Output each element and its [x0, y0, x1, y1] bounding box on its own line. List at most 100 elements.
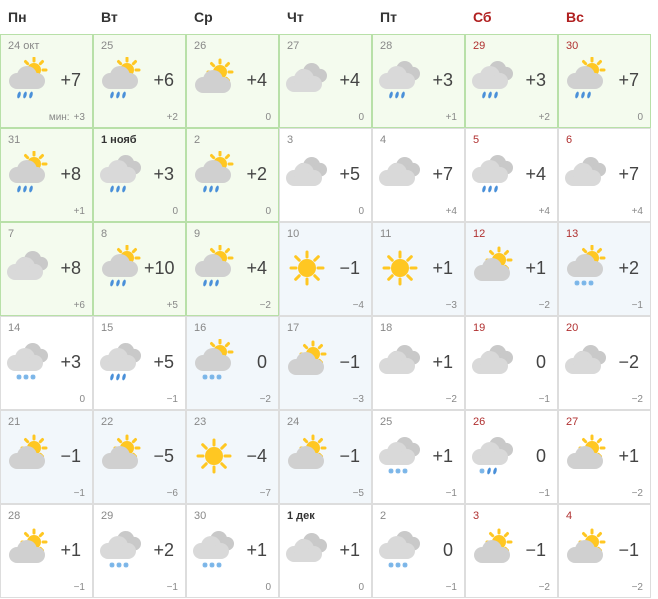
weather-icon — [191, 433, 237, 479]
day-cell[interactable]: 14 +30 — [0, 316, 93, 410]
day-cell[interactable]: 6 +7+4 — [558, 128, 651, 222]
date-label: 9 — [187, 223, 278, 243]
date-label: 13 — [559, 223, 650, 243]
day-mid-row: +7 — [373, 149, 464, 199]
day-cell[interactable]: 30 +10 — [186, 504, 279, 598]
day-cell[interactable]: 19 0−1 — [465, 316, 558, 410]
low-temp-row: −3 — [373, 300, 464, 315]
date-label: 23 — [187, 411, 278, 431]
day-cell[interactable]: 3 −1−2 — [465, 504, 558, 598]
day-cell[interactable]: 28 +1−1 — [0, 504, 93, 598]
low-temp: −1 — [446, 582, 457, 593]
low-temp: −3 — [446, 300, 457, 311]
high-temp: +2 — [246, 164, 274, 185]
weather-sun-icon — [191, 433, 237, 479]
high-temp: +10 — [144, 258, 182, 279]
high-temp: +3 — [60, 352, 88, 373]
day-cell[interactable]: 12 +1−2 — [465, 222, 558, 316]
low-temp: −1 — [539, 488, 550, 499]
high-temp: +4 — [246, 258, 274, 279]
day-cell[interactable]: 24 окт +7мин:+3 — [0, 34, 93, 128]
day-cell[interactable]: 5 +4+4 — [465, 128, 558, 222]
day-cell[interactable]: 3 +50 — [279, 128, 372, 222]
weather-clouds-icon — [284, 151, 330, 197]
high-temp: −2 — [618, 352, 646, 373]
weather-clouds_rain-icon — [98, 151, 144, 197]
day-cell[interactable]: 21 −1−1 — [0, 410, 93, 504]
low-temp: −1 — [167, 582, 178, 593]
day-cell[interactable]: 16 0−2 — [186, 316, 279, 410]
high-temp: +4 — [525, 164, 553, 185]
day-cell[interactable]: 10−1−4 — [279, 222, 372, 316]
low-temp-row: 0 — [280, 206, 371, 221]
day-cell[interactable]: 7 +8+6 — [0, 222, 93, 316]
weekday-header: Вс — [558, 0, 651, 34]
weather-sun_cloud-icon — [470, 245, 516, 291]
weather-sun-icon — [284, 245, 330, 291]
day-cell[interactable]: 1 нояб +30 — [93, 128, 186, 222]
date-label: 3 — [466, 505, 557, 525]
day-cell[interactable]: 2 0−1 — [372, 504, 465, 598]
date-label: 29 — [94, 505, 185, 525]
weather-icon — [563, 245, 609, 291]
low-temp: −2 — [632, 582, 643, 593]
weather-sun_cloud-icon — [563, 433, 609, 479]
low-temp: +2 — [539, 112, 550, 123]
high-temp: +5 — [339, 164, 367, 185]
date-label: 26 — [466, 411, 557, 431]
day-mid-row: 0 — [466, 431, 557, 481]
day-mid-row: +1 — [373, 243, 464, 293]
day-cell[interactable]: 4 −1−2 — [558, 504, 651, 598]
day-cell[interactable]: 8 +10+5 — [93, 222, 186, 316]
day-cell[interactable]: 29 +2−1 — [93, 504, 186, 598]
high-temp: 0 — [536, 352, 553, 373]
weather-clouds-icon — [284, 527, 330, 573]
day-cell[interactable]: 27 +1−2 — [558, 410, 651, 504]
low-temp-row: 0 — [94, 206, 185, 221]
date-label: 27 — [559, 411, 650, 431]
day-cell[interactable]: 28 +3+1 — [372, 34, 465, 128]
day-cell[interactable]: 24 −1−5 — [279, 410, 372, 504]
day-cell[interactable]: 15 +5−1 — [93, 316, 186, 410]
low-temp: +4 — [539, 206, 550, 217]
day-cell[interactable]: 20 −2−2 — [558, 316, 651, 410]
date-label: 18 — [373, 317, 464, 337]
high-temp: +8 — [60, 164, 88, 185]
weather-icon — [98, 339, 144, 385]
day-cell[interactable]: 23−4−7 — [186, 410, 279, 504]
low-temp-row: −1 — [466, 488, 557, 503]
high-temp: 0 — [257, 352, 274, 373]
day-cell[interactable]: 1 дек +10 — [279, 504, 372, 598]
low-temp: −6 — [167, 488, 178, 499]
weather-icon — [470, 57, 516, 103]
day-cell[interactable]: 26 0 −1 — [465, 410, 558, 504]
weather-clouds-icon — [377, 339, 423, 385]
day-cell[interactable]: 27 +40 — [279, 34, 372, 128]
calendar-row: 21 −1−122 −5−623−4−724 −1−525 +1−126 — [0, 410, 658, 504]
high-temp: +1 — [246, 540, 274, 561]
high-temp: +1 — [339, 540, 367, 561]
day-cell[interactable]: 13 +2−1 — [558, 222, 651, 316]
day-cell[interactable]: 25 +1−1 — [372, 410, 465, 504]
high-temp: 0 — [536, 446, 553, 467]
day-cell[interactable]: 22 −5−6 — [93, 410, 186, 504]
low-temp-row: −1 — [559, 300, 650, 315]
day-cell[interactable]: 30 +70 — [558, 34, 651, 128]
date-label: 1 дек — [280, 505, 371, 525]
day-cell[interactable]: 11+1−3 — [372, 222, 465, 316]
low-temp-row: +4 — [466, 206, 557, 221]
date-label: 29 — [466, 35, 557, 55]
day-cell[interactable]: 17 −1−3 — [279, 316, 372, 410]
day-cell[interactable]: 9 +4−2 — [186, 222, 279, 316]
day-cell[interactable]: 26 +40 — [186, 34, 279, 128]
day-cell[interactable]: 4 +7+4 — [372, 128, 465, 222]
day-cell[interactable]: 2 +20 — [186, 128, 279, 222]
low-temp: −2 — [446, 394, 457, 405]
day-mid-row: +1 — [373, 431, 464, 481]
day-cell[interactable]: 18 +1−2 — [372, 316, 465, 410]
day-mid-row: +4 — [187, 243, 278, 293]
day-cell[interactable]: 31 +8+1 — [0, 128, 93, 222]
day-cell[interactable]: 29 +3+2 — [465, 34, 558, 128]
day-cell[interactable]: 25 +6+2 — [93, 34, 186, 128]
low-temp: +2 — [167, 112, 178, 123]
